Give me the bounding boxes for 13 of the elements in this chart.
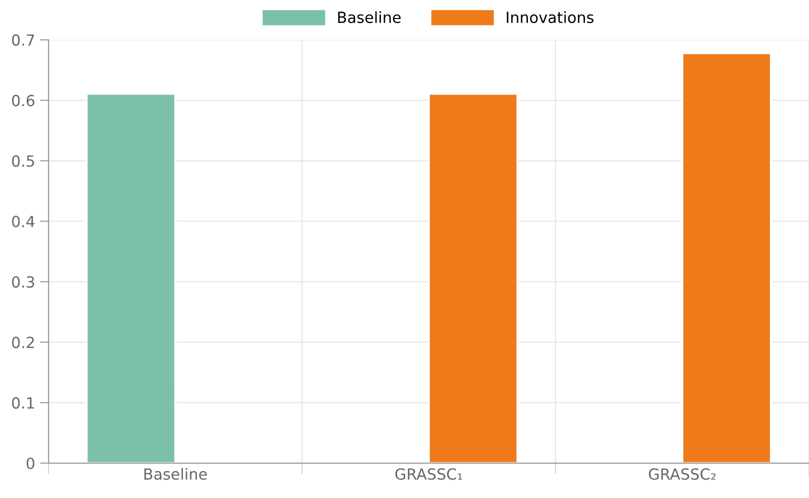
y-tick-label: 0.5 [12, 155, 34, 167]
y-tick-label: 0.1 [12, 397, 34, 409]
x-tick-label: GRASSC₁ [395, 468, 462, 480]
y-tick-label: 0.2 [12, 336, 34, 348]
y-tick-label: 0.6 [12, 94, 34, 106]
x-tick-label: GRASSC₂ [648, 468, 716, 480]
x-tick-label: Baseline [144, 468, 207, 480]
y-tick-label: 0.4 [12, 216, 34, 228]
y-tick-label: 0.3 [12, 276, 34, 288]
y-tick-label: 0 [26, 458, 34, 470]
legend-label: Baseline [338, 11, 401, 24]
legend-label: Innovations [506, 11, 594, 24]
y-tick-label: 0.7 [12, 34, 34, 46]
